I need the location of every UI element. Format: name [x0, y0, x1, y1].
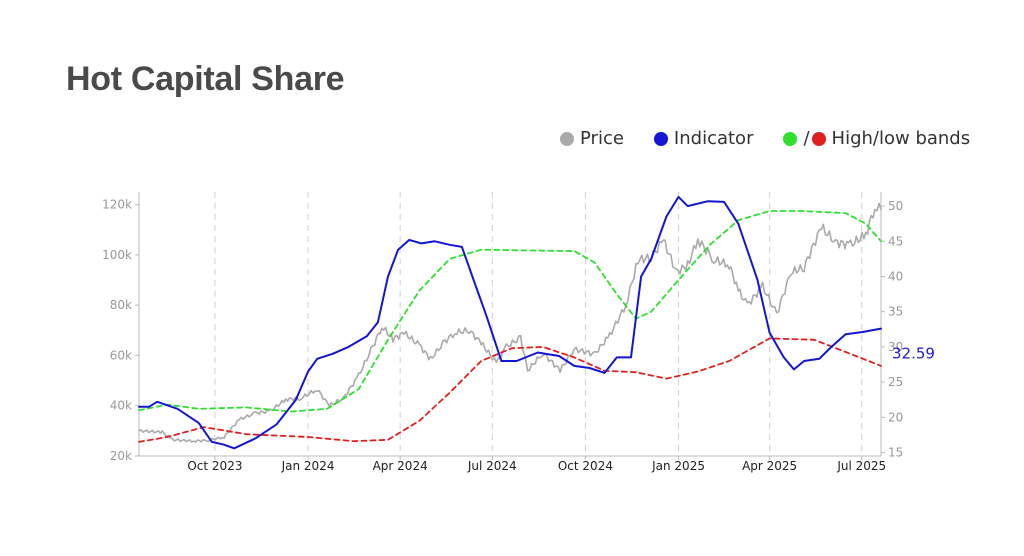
high-band-line	[138, 210, 882, 413]
x-tick-label: Jan 2025	[651, 459, 705, 473]
right-tick-label: 35	[888, 305, 903, 319]
low-band-line	[138, 337, 882, 443]
x-tick-label: Jan 2024	[281, 459, 335, 473]
legend-low-band-dot-icon	[811, 131, 826, 146]
left-tick-label: 60k	[110, 348, 132, 362]
left-tick-label: 20k	[110, 449, 132, 463]
right-tick-label: 15	[888, 445, 903, 459]
price-line	[138, 202, 882, 443]
legend: Price Indicator / High/low bands	[560, 128, 970, 149]
legend-item-indicator[interactable]: Indicator	[653, 128, 754, 149]
left-tick-label: 100k	[102, 248, 132, 262]
right-tick-label: 30	[888, 340, 903, 354]
legend-item-bands[interactable]: / High/low bands	[783, 128, 970, 149]
x-tick-label: Oct 2024	[558, 459, 613, 473]
x-tick-label: Jul 2025	[836, 459, 886, 473]
indicator-end-value: 32.59	[892, 345, 935, 363]
x-tick-label: Apr 2024	[373, 459, 428, 473]
legend-price-label: Price	[580, 128, 624, 149]
right-tick-label: 50	[888, 199, 903, 213]
right-tick-label: 20	[888, 410, 903, 424]
right-tick-label: 25	[888, 375, 903, 389]
left-tick-label: 40k	[110, 399, 132, 413]
x-tick-label: Oct 2023	[187, 459, 242, 473]
x-tick-label: Jul 2024	[467, 459, 517, 473]
legend-indicator-dot-icon	[653, 131, 668, 146]
page-title: Hot Capital Share	[66, 60, 345, 98]
right-tick-label: 40	[888, 269, 903, 283]
legend-item-price[interactable]: Price	[560, 128, 624, 149]
right-tick-label: 45	[888, 234, 903, 248]
left-tick-label: 80k	[110, 298, 132, 312]
legend-bands-label: High/low bands	[831, 128, 971, 149]
legend-bands-separator: /	[803, 128, 810, 149]
indicator-line	[138, 195, 882, 450]
legend-indicator-label: Indicator	[673, 128, 754, 149]
legend-price-dot-icon	[560, 131, 574, 146]
legend-high-band-dot-icon	[783, 131, 798, 146]
x-tick-label: Apr 2025	[742, 459, 797, 473]
left-tick-label: 120k	[102, 198, 132, 212]
